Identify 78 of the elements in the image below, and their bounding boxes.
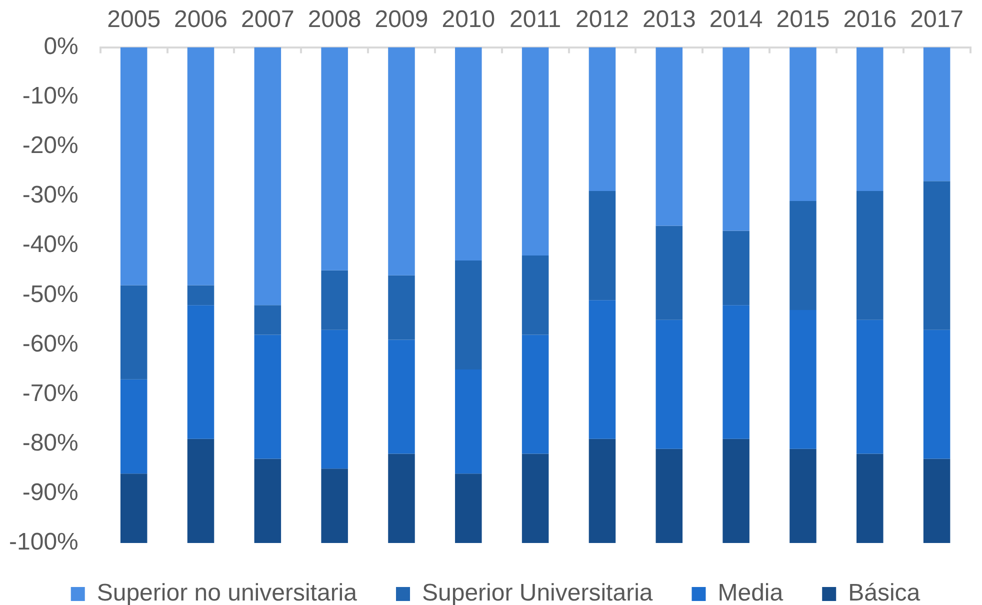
bar <box>856 191 884 320</box>
y-tick-label: -90% <box>22 479 78 506</box>
x-tick-label: 2006 <box>174 6 228 34</box>
bar <box>856 47 884 192</box>
bar <box>588 191 616 300</box>
bar <box>321 330 348 469</box>
bar <box>656 226 683 320</box>
bar <box>321 468 348 543</box>
bar <box>722 47 750 231</box>
bar <box>790 448 816 543</box>
y-tick-label: -50% <box>22 280 78 308</box>
bar <box>388 454 415 543</box>
bar <box>656 47 683 226</box>
bar <box>856 454 884 543</box>
y-tick-label: 0% <box>44 32 78 60</box>
bar <box>120 285 148 380</box>
bar <box>790 200 816 310</box>
bar <box>790 310 816 449</box>
bar <box>254 305 282 335</box>
x-tick-label: 2017 <box>910 6 964 34</box>
x-tick-label: 2011 <box>510 6 562 34</box>
y-tick-label: -20% <box>22 132 78 160</box>
bar <box>187 47 214 286</box>
bar <box>656 320 683 449</box>
bar <box>120 47 148 286</box>
x-tick-label: 2009 <box>374 6 428 34</box>
y-tick-label: -70% <box>22 380 78 407</box>
bar <box>656 448 683 543</box>
bar <box>254 334 282 459</box>
bar <box>254 47 282 306</box>
bar <box>588 47 616 192</box>
bar <box>856 320 884 454</box>
bar <box>588 300 616 439</box>
x-tick-label: 2016 <box>843 6 897 34</box>
bar <box>455 260 482 370</box>
bar <box>923 330 950 459</box>
bar <box>187 285 214 306</box>
x-tick-label: 2007 <box>240 6 294 34</box>
bar <box>588 438 616 543</box>
bar <box>923 47 950 182</box>
y-tick-label: -80% <box>22 429 78 456</box>
bar <box>455 370 482 474</box>
bar <box>388 47 415 276</box>
x-tick-label: 2014 <box>709 6 763 34</box>
bar <box>923 181 950 330</box>
bar <box>455 474 482 543</box>
x-tick-label: 2010 <box>442 6 496 34</box>
y-tick-label: -60% <box>22 330 78 358</box>
bar <box>388 340 415 454</box>
bar <box>120 379 148 474</box>
bar <box>790 47 816 201</box>
y-tick-label: -10% <box>22 82 78 110</box>
bar <box>722 438 750 543</box>
bar <box>522 334 549 454</box>
y-tick-label: -30% <box>22 182 78 209</box>
bar <box>321 47 348 270</box>
x-tick-label: 2015 <box>776 6 830 34</box>
bar <box>923 458 950 543</box>
x-tick-label: 2008 <box>308 6 362 34</box>
bar <box>187 438 214 543</box>
y-tick-label: -40% <box>22 231 78 258</box>
bar <box>254 458 282 543</box>
x-tick-label: 2013 <box>642 6 696 34</box>
bar <box>187 305 214 439</box>
bar <box>522 47 549 256</box>
bar <box>522 454 549 543</box>
bar <box>321 270 348 330</box>
bar <box>388 275 415 340</box>
y-tick-label: -100% <box>9 528 78 556</box>
x-tick-label: 2005 <box>107 6 161 34</box>
legend-label: Media <box>718 580 784 605</box>
bar <box>120 474 148 543</box>
x-tick-label: 2012 <box>576 6 629 34</box>
bar <box>455 47 482 260</box>
bar <box>522 255 549 335</box>
legend-label: Básica <box>848 580 921 605</box>
bar <box>722 230 750 306</box>
bar <box>722 305 750 439</box>
